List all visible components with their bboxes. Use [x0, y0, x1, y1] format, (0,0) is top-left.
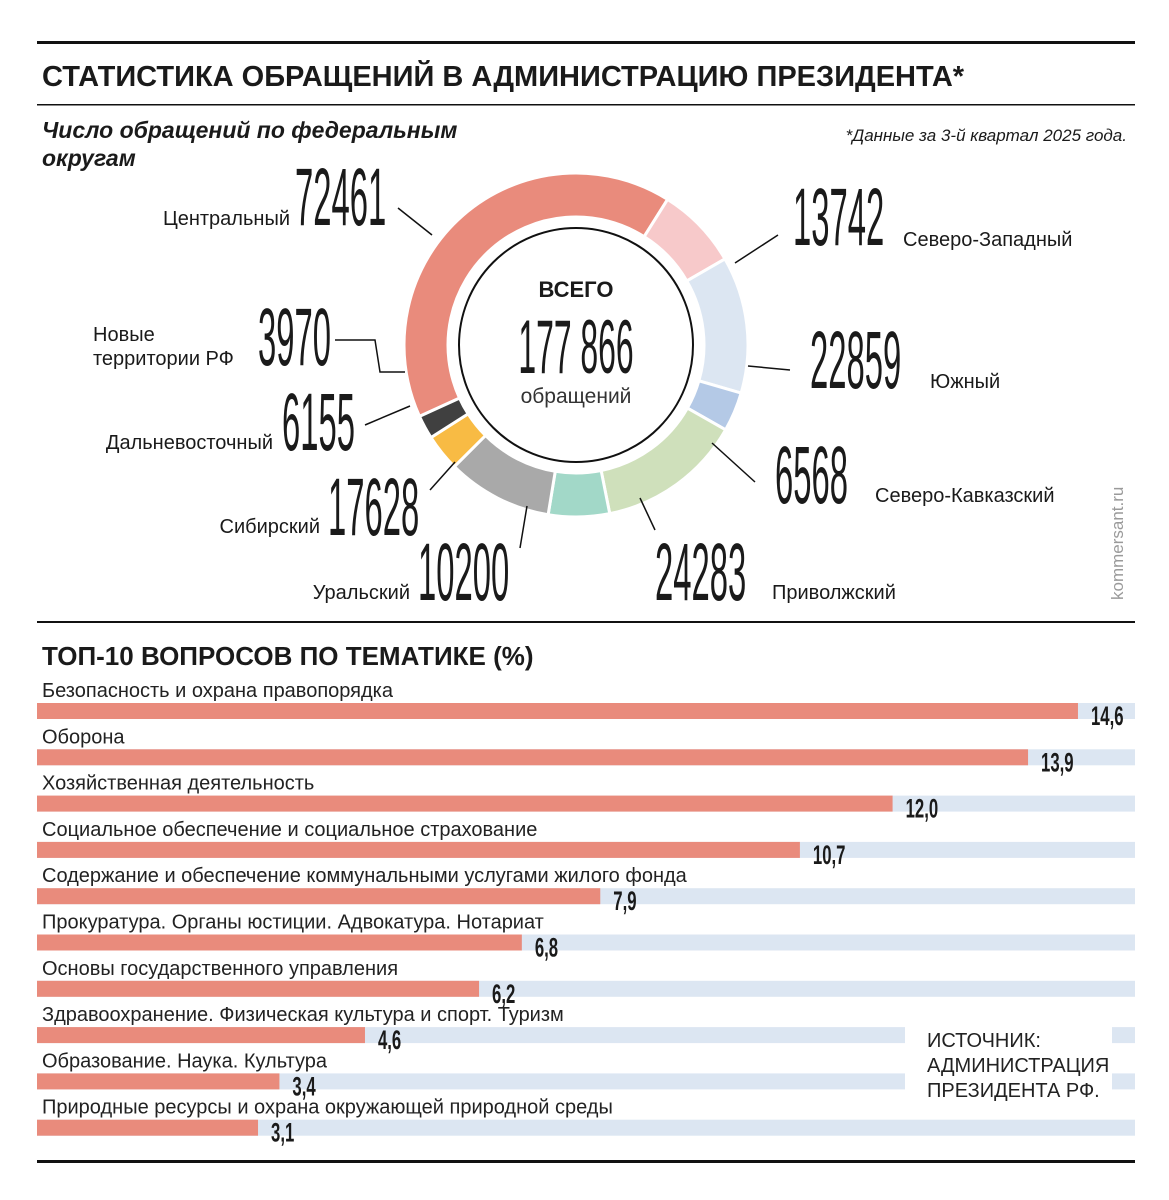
- bar: [37, 934, 522, 951]
- segment-value: 17628: [328, 461, 419, 553]
- segment-label: Дальневосточный: [106, 432, 273, 454]
- segment-label: Центральный: [163, 208, 290, 230]
- leader-line: [429, 461, 456, 491]
- segment-value: 24283: [655, 526, 746, 618]
- bar-label: Образование. Наука. Культура: [42, 1050, 328, 1072]
- center-ring: [458, 227, 694, 463]
- bar-chart-title: ТОП-10 ВОПРОСОВ ПО ТЕМАТИКЕ (%): [42, 641, 534, 671]
- value-label: 3,1: [271, 1118, 294, 1148]
- leader-line: [364, 405, 411, 426]
- bar: [37, 841, 800, 858]
- center-bottom: обращений: [521, 385, 632, 408]
- bar-track: [37, 1073, 1135, 1090]
- bar: [37, 703, 1078, 719]
- donut-segment: [402, 171, 670, 419]
- rule: [37, 621, 1135, 623]
- segment-value: 10200: [418, 526, 509, 618]
- donut-segment: [546, 468, 612, 519]
- bar: [37, 795, 893, 812]
- segment-label: Уральский: [313, 582, 410, 604]
- segment-value: 6568: [775, 429, 848, 521]
- bar-label: Социальное обеспечение и социальное стра…: [42, 819, 537, 841]
- title: СТАТИСТИКА ОБРАЩЕНИЙ В АДМИНИСТРАЦИЮ ПРЕ…: [42, 59, 965, 93]
- segment-value: 3970: [258, 291, 331, 383]
- bar: [37, 749, 1029, 766]
- segment-value: 13742: [793, 171, 884, 263]
- value-label: 14,6: [1091, 701, 1124, 731]
- source: ИСТОЧНИК: АДМИНИСТРАЦИЯ ПРЕЗИДЕНТА РФ.: [927, 1030, 1109, 1102]
- value-label: 4,6: [378, 1025, 401, 1055]
- segment-value: 6155: [282, 376, 355, 468]
- donut-segment: [684, 256, 750, 395]
- value-label: 12,0: [906, 794, 939, 824]
- value-label: 7,9: [613, 886, 636, 916]
- donut-title: Число обращений по федеральным округам: [42, 117, 457, 171]
- bar: [37, 888, 601, 905]
- donut-segment: [417, 396, 471, 440]
- bar: [37, 1119, 259, 1136]
- center-total: 177 866: [518, 305, 633, 390]
- bar-track: [37, 1119, 1135, 1136]
- value-label: 3,4: [292, 1071, 316, 1101]
- leader-line: [734, 234, 779, 264]
- leader-line: [711, 442, 756, 483]
- watermark: kommersant.ru: [1108, 487, 1127, 600]
- bar-label: Прокуратура. Органы юстиции. Адвокатура.…: [42, 912, 544, 934]
- leader-line: [397, 207, 433, 236]
- segment-label: Новые территории РФ: [93, 324, 234, 370]
- note: *Данные за 3-й квартал 2025 года.: [846, 126, 1127, 145]
- bar-label: Основы государственного управления: [42, 958, 398, 980]
- source-box: [905, 1020, 1112, 1098]
- segment-value: 22859: [810, 314, 901, 406]
- bar: [37, 980, 480, 997]
- bar-label: Безопасность и охрана правопорядка: [42, 680, 394, 702]
- value-label: 6,8: [535, 932, 558, 962]
- bottom-rule: [37, 1160, 1135, 1163]
- value-label: 10,7: [813, 840, 846, 870]
- leader-line: [519, 505, 528, 549]
- leader-line: [335, 339, 405, 373]
- value-label: 13,9: [1041, 747, 1074, 777]
- top-rule: [37, 41, 1135, 44]
- bar-label: Природные ресурсы и охрана окружающей пр…: [42, 1097, 613, 1119]
- bar-label: Хозяйственная деятельность: [42, 773, 314, 795]
- segment-label: Северо-Кавказский: [875, 485, 1055, 507]
- segment-label: Сибирский: [220, 516, 320, 538]
- segment-label: Северо-Западный: [903, 229, 1072, 251]
- leader-line: [747, 365, 791, 371]
- segment-value: 72461: [295, 151, 386, 243]
- value-label: 6,2: [492, 979, 515, 1009]
- rule: [37, 104, 1135, 106]
- bar-label: Здравоохранение. Физическая культура и с…: [42, 1004, 564, 1026]
- bar-label: Оборона: [42, 726, 125, 748]
- segment-label: Южный: [930, 371, 1000, 393]
- center-top: ВСЕГО: [539, 277, 614, 302]
- bar: [37, 1073, 280, 1090]
- bar: [37, 1027, 365, 1044]
- bar-label: Содержание и обеспечение коммунальными у…: [42, 865, 688, 887]
- leader-line: [639, 497, 656, 531]
- segment-label: Приволжский: [772, 582, 896, 604]
